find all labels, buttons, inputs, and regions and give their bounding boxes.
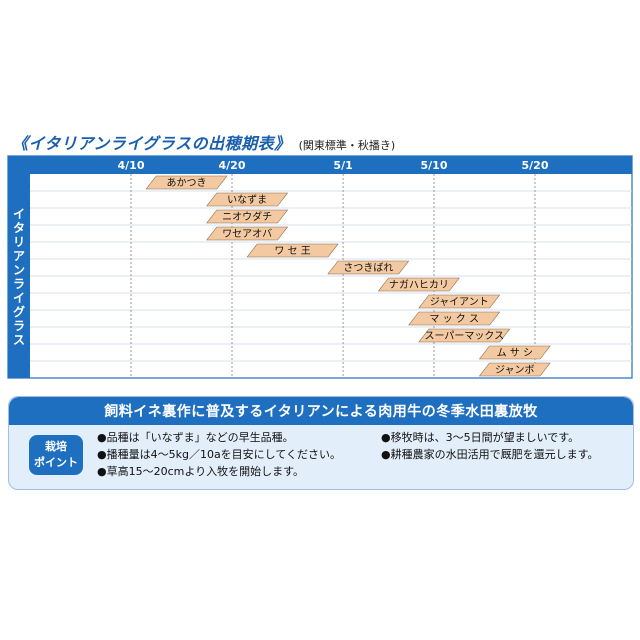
chart-subtitle: (関東標準・秋播き) <box>298 139 396 152</box>
heading-period-bar <box>206 209 289 224</box>
variety-label: マ ッ ク ス <box>429 313 479 325</box>
note-item: ●草高15～20cmより入牧を開始します。 <box>97 465 305 478</box>
ylabel-char: グ <box>13 304 25 319</box>
ylabel-char: ア <box>13 249 25 263</box>
heading-period-bar <box>377 277 460 292</box>
notes-right: ●移牧時は、3～5日間が望ましいです。 ●耕種農家の水田活用で厩肥を還元します。 <box>381 429 631 463</box>
note-item: ●耕種農家の水田活用で厩肥を還元します。 <box>381 448 599 461</box>
variety-label: ワセアオバ <box>222 228 272 240</box>
variety-label: あかつき <box>167 177 207 189</box>
ylabel-char: ラ <box>13 319 25 333</box>
ylabel-char: イ <box>13 207 25 221</box>
ylabel-char: ラ <box>13 277 25 291</box>
heading-period-bar <box>408 311 501 326</box>
heading-period-bar <box>206 226 289 241</box>
heading-period-bar <box>206 192 289 207</box>
badge-line-1: 栽培 <box>45 440 67 453</box>
note-item: ●品種は「いなずま」などの早生品種。 <box>97 431 294 444</box>
ylabel-char: タ <box>13 221 25 235</box>
heading-period-bar <box>478 345 551 360</box>
variety-label: ジャンボ <box>495 364 535 376</box>
note-item: ●播種量は4～5kg／10aを目安にしてください。 <box>97 448 342 461</box>
x-tick-label: 5/20 <box>522 159 549 172</box>
ylabel-band <box>8 174 30 378</box>
heading-period-bar <box>145 175 228 190</box>
ylabel-char: ン <box>13 263 25 277</box>
heading-period-bar <box>418 328 511 343</box>
chart-title-row: 《イタリアンライグラスの出穂期表》 (関東標準・秋播き) <box>12 130 395 154</box>
ylabel-char: イ <box>13 291 25 305</box>
info-heading: 飼料イネ裏作に普及するイタリアンによる肉用牛の冬季水田裏放牧 <box>9 397 633 425</box>
cultivation-info-panel: 飼料イネ裏作に普及するイタリアンによる肉用牛の冬季水田裏放牧 栽培 ポイント ●… <box>8 396 634 490</box>
chart-title: 《イタリアンライグラスの出穂期表》 <box>12 134 291 153</box>
heading-period-bar <box>478 362 551 377</box>
x-tick-label: 5/1 <box>333 159 352 172</box>
variety-label: スーパーマックス <box>424 330 504 342</box>
variety-label: ジャイアント <box>430 297 489 308</box>
heading-period-bar <box>418 294 501 309</box>
x-tick-label: 4/20 <box>219 159 246 172</box>
variety-label: ナガハヒカリ <box>389 279 449 291</box>
notes-left: ●品種は「いなずま」などの早生品種。 ●播種量は4～5kg／10aを目安にしてく… <box>97 429 387 480</box>
variety-label: いなずま <box>227 194 267 206</box>
date-header-band <box>8 156 632 174</box>
ylabel-char: ス <box>13 333 25 347</box>
note-item: ●移牧時は、3～5日間が望ましいです。 <box>381 431 580 444</box>
badge-line-2: ポイント <box>34 456 78 469</box>
heading-period-bar <box>327 260 410 275</box>
x-tick-label: 5/10 <box>421 159 448 172</box>
cultivation-point-badge: 栽培 ポイント <box>29 435 83 475</box>
x-tick-label: 4/10 <box>118 159 145 172</box>
heading-period-bar <box>246 243 339 258</box>
variety-label: ワ セ 王 <box>274 245 310 257</box>
variety-label: ム サ シ <box>497 347 533 359</box>
variety-label: さつきばれ <box>343 262 393 274</box>
variety-label: ニオウダチ <box>222 210 272 223</box>
ylabel-char: リ <box>13 235 25 249</box>
chart-frame <box>7 155 633 379</box>
